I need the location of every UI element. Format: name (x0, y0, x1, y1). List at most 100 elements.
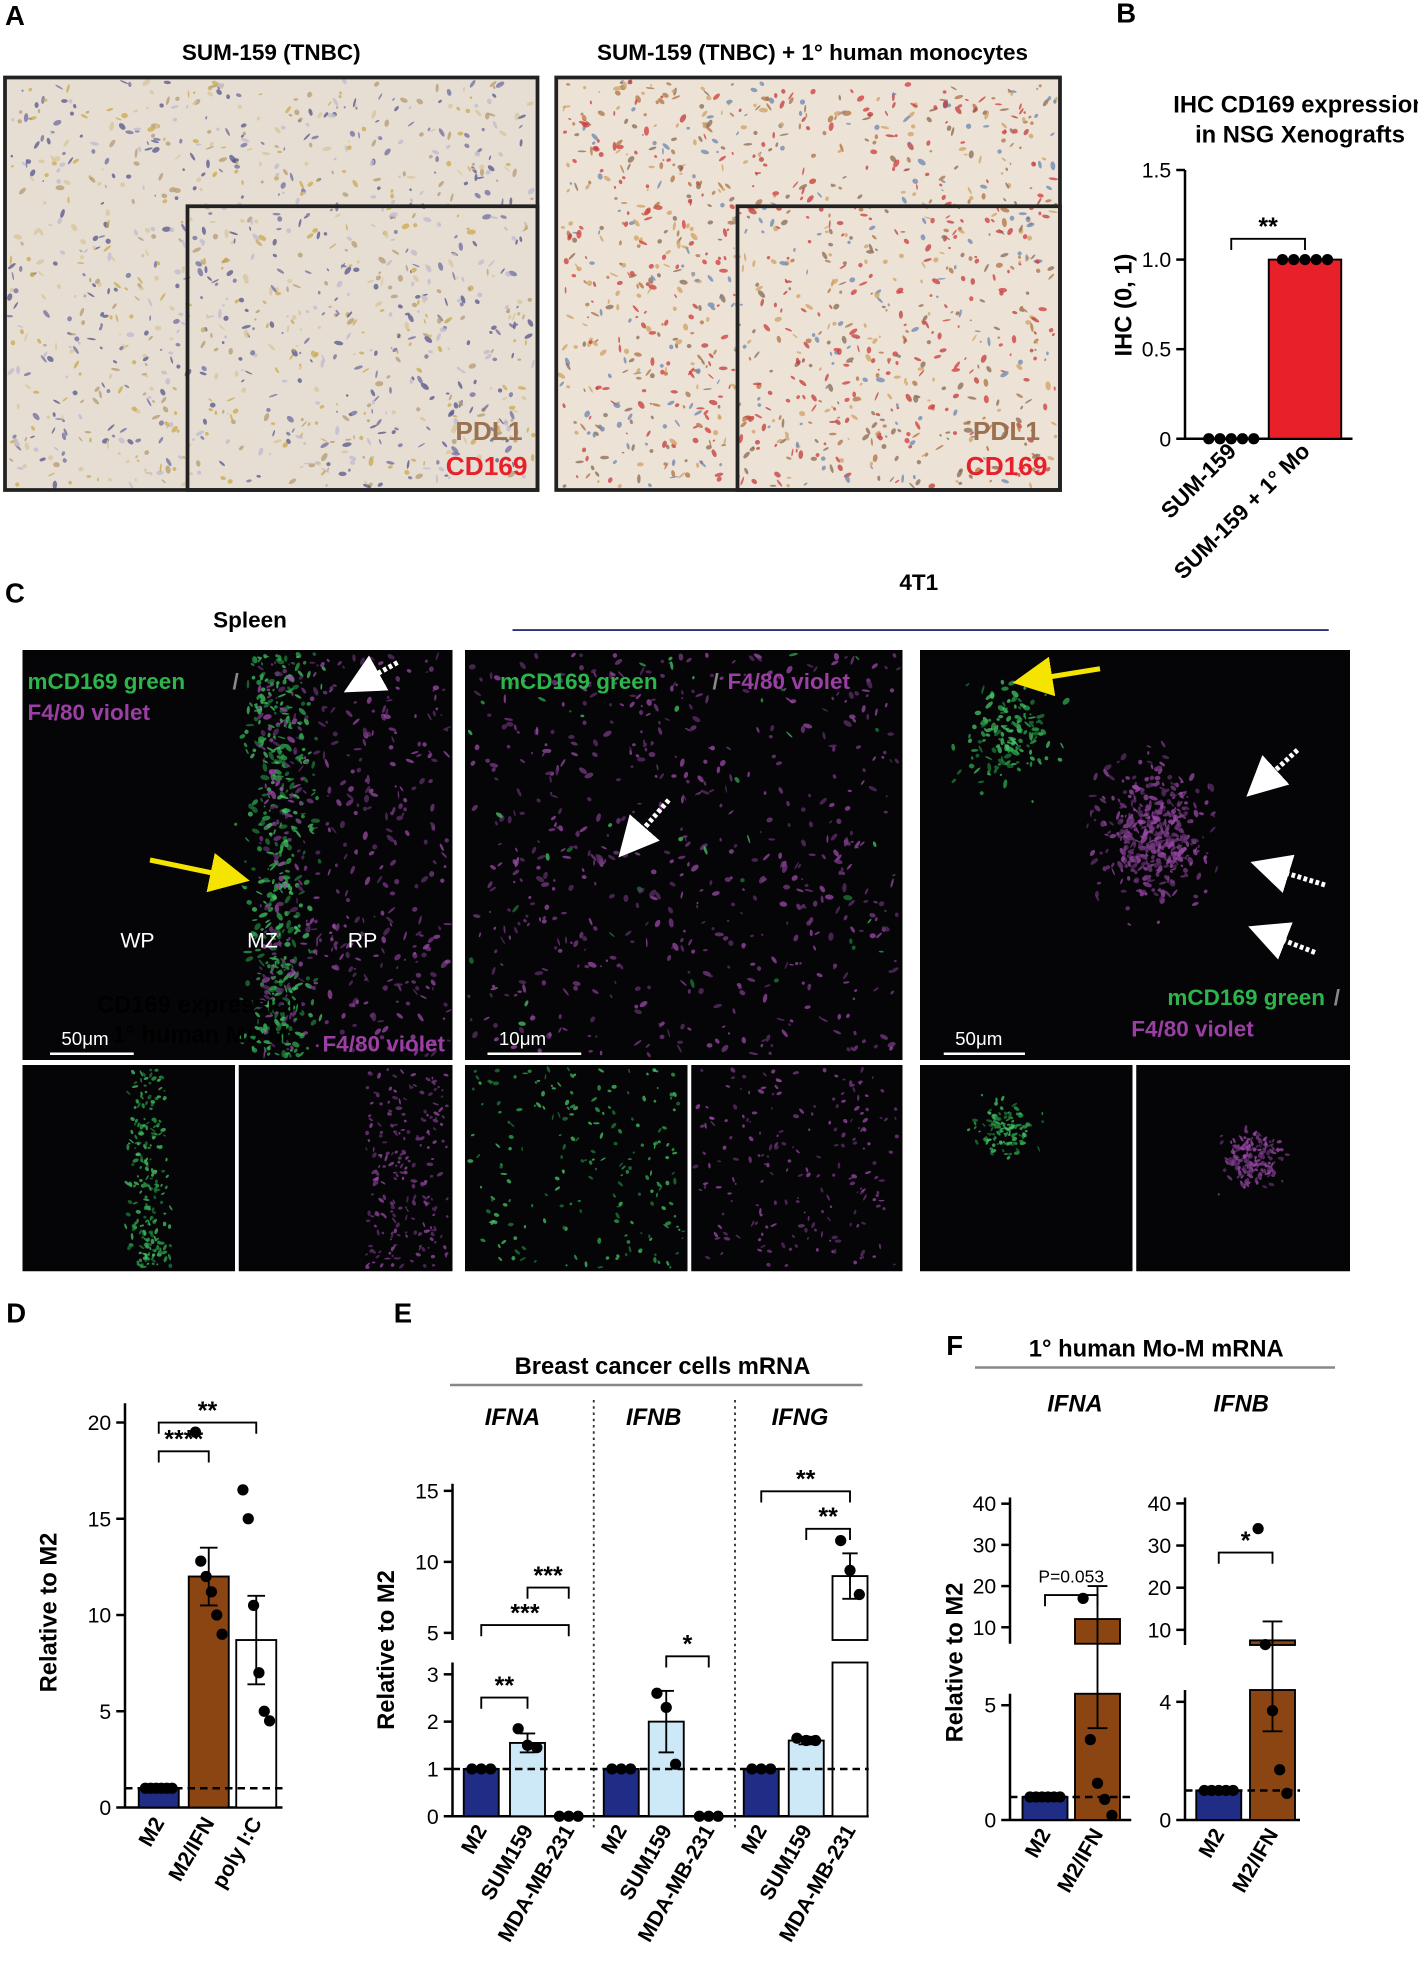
texture (424, 354, 429, 359)
texture (115, 314, 119, 322)
texture (390, 193, 395, 199)
texture (244, 281, 249, 284)
texture (375, 370, 378, 379)
texture (479, 1185, 483, 1189)
texture (475, 176, 485, 180)
texture (59, 162, 66, 167)
texture (519, 139, 523, 147)
texture (224, 335, 228, 339)
texture (328, 305, 332, 308)
texture (447, 131, 452, 141)
texture (517, 358, 522, 361)
texture (265, 323, 269, 329)
texture (495, 81, 505, 88)
texture (329, 243, 337, 249)
texture (436, 460, 440, 465)
texture (182, 455, 186, 459)
texture (154, 194, 157, 197)
texture (316, 231, 321, 240)
texture (262, 300, 267, 304)
texture (47, 224, 53, 226)
texture (379, 309, 385, 312)
texture (405, 264, 409, 272)
texture (165, 141, 171, 146)
texture (504, 445, 512, 453)
texture (240, 195, 244, 199)
texture (68, 345, 72, 349)
texture (506, 425, 511, 432)
texture (491, 274, 495, 278)
texture (53, 462, 60, 468)
texture (335, 312, 340, 317)
texture (509, 410, 515, 420)
texture (268, 343, 276, 351)
texture (200, 340, 206, 349)
texture (522, 474, 526, 479)
texture (234, 164, 241, 169)
texture (113, 281, 121, 289)
texture (151, 414, 161, 420)
texture (369, 424, 378, 429)
texture (135, 455, 138, 459)
texture (345, 394, 349, 397)
texture (428, 350, 434, 354)
texture (335, 425, 340, 436)
texture (370, 195, 377, 199)
texture (361, 331, 365, 334)
texture (226, 94, 231, 100)
texture (270, 285, 277, 293)
texture (44, 172, 49, 178)
texture (240, 123, 247, 128)
texture (427, 278, 431, 285)
texture (241, 324, 251, 329)
texture (416, 407, 421, 412)
texture (208, 212, 213, 215)
texture (23, 113, 29, 123)
texture (147, 126, 156, 132)
texture (195, 460, 201, 467)
texture (196, 177, 202, 183)
texture (142, 356, 149, 362)
texture (395, 356, 401, 363)
texture (502, 396, 508, 401)
texture (277, 193, 280, 196)
texture (311, 135, 319, 140)
texture (136, 459, 140, 463)
texture (336, 280, 343, 288)
texture (143, 468, 148, 472)
texture (515, 323, 518, 327)
texture (293, 98, 299, 101)
texture (900, 231, 906, 233)
texture (113, 287, 118, 292)
texture (456, 214, 460, 218)
texture (503, 694, 507, 704)
texture (470, 438, 477, 445)
texture (390, 346, 393, 350)
texture (375, 381, 384, 387)
texture (437, 345, 443, 353)
texture (256, 474, 261, 478)
texture (100, 323, 103, 328)
texture (133, 161, 140, 166)
texture (204, 265, 208, 274)
texture (186, 104, 189, 109)
texture (62, 397, 68, 402)
texture (286, 431, 291, 436)
texture (314, 386, 320, 393)
texture (161, 479, 166, 484)
texture (200, 296, 204, 300)
texture (306, 233, 314, 239)
texture (390, 294, 399, 299)
texture (89, 277, 92, 283)
texture (527, 187, 535, 195)
texture (201, 226, 206, 235)
texture (119, 427, 127, 433)
texture (224, 228, 229, 239)
texture (512, 461, 515, 468)
texture (354, 365, 363, 370)
texture (74, 336, 80, 342)
texture (225, 439, 230, 444)
texture (7, 293, 13, 301)
texture (326, 462, 331, 467)
texture (175, 342, 181, 347)
